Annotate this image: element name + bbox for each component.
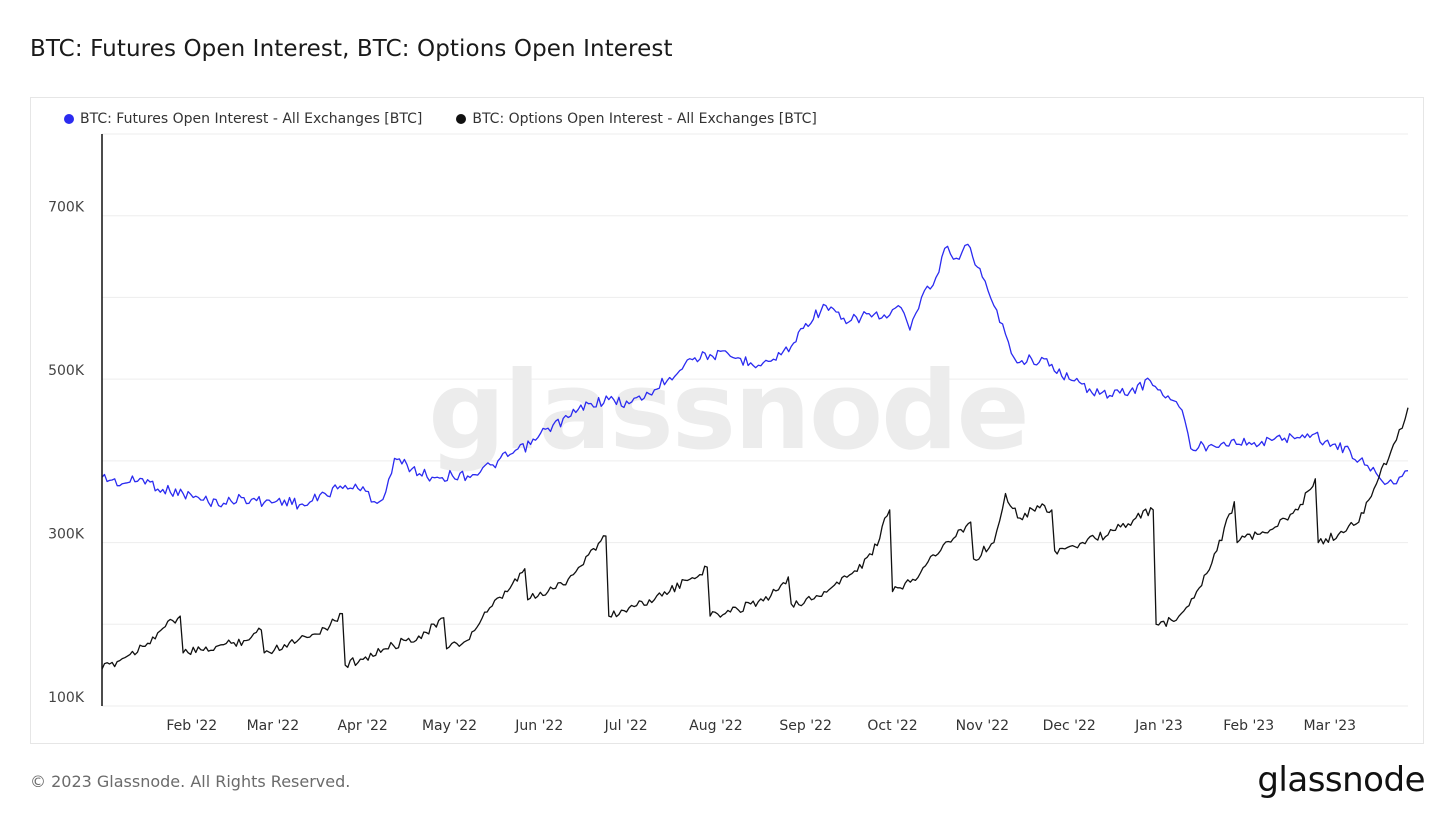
y-tick-label: 100K — [48, 690, 85, 706]
series-line-options — [101, 407, 1409, 670]
legend-item-options[interactable]: BTC: Options Open Interest - All Exchang… — [456, 111, 817, 127]
x-tick-label: Sep '22 — [779, 718, 832, 734]
legend-dot-futures — [64, 114, 74, 124]
chart-frame — [30, 97, 1424, 744]
legend-label-futures: BTC: Futures Open Interest - All Exchang… — [80, 111, 423, 127]
y-tick-label: 500K — [48, 363, 85, 379]
legend-item-futures[interactable]: BTC: Futures Open Interest - All Exchang… — [64, 111, 422, 127]
grid-layer — [102, 133, 1408, 707]
watermark: glassnode — [428, 349, 1027, 474]
y-tick-label: 700K — [48, 200, 85, 216]
x-tick-label: Mar '23 — [1304, 718, 1357, 734]
glassnode-logo[interactable]: glassnode — [1257, 760, 1425, 800]
x-tick-label: May '22 — [422, 718, 477, 734]
x-tick-label: Jul '22 — [604, 718, 648, 734]
y-tick-label: 300K — [48, 527, 85, 543]
chart-legend: BTC: Futures Open Interest - All Exchang… — [64, 111, 817, 127]
series-layer — [101, 243, 1409, 670]
axis-layer: 100K 300K 500K 700K Feb '22 Mar '22 Apr '22 May… — [48, 134, 1356, 734]
x-tick-label: Apr '22 — [337, 718, 387, 734]
x-tick-label: Nov '22 — [956, 718, 1009, 734]
copyright-text: © 2023 Glassnode. All Rights Reserved. — [30, 772, 351, 791]
x-tick-label: Feb '23 — [1223, 718, 1274, 734]
series-line-futures — [101, 243, 1409, 510]
x-tick-label: Feb '22 — [166, 718, 217, 734]
x-tick-label: Jan '23 — [1134, 718, 1183, 734]
x-tick-label: Jun '22 — [514, 718, 563, 734]
x-tick-label: Mar '22 — [247, 718, 300, 734]
x-tick-label: Dec '22 — [1043, 718, 1096, 734]
x-tick-label: Oct '22 — [867, 718, 917, 734]
x-tick-label: Aug '22 — [689, 718, 742, 734]
legend-dot-options — [456, 114, 467, 124]
legend-label-options: BTC: Options Open Interest - All Exchang… — [472, 111, 817, 127]
chart-title: BTC: Futures Open Interest, BTC: Options… — [30, 36, 673, 62]
